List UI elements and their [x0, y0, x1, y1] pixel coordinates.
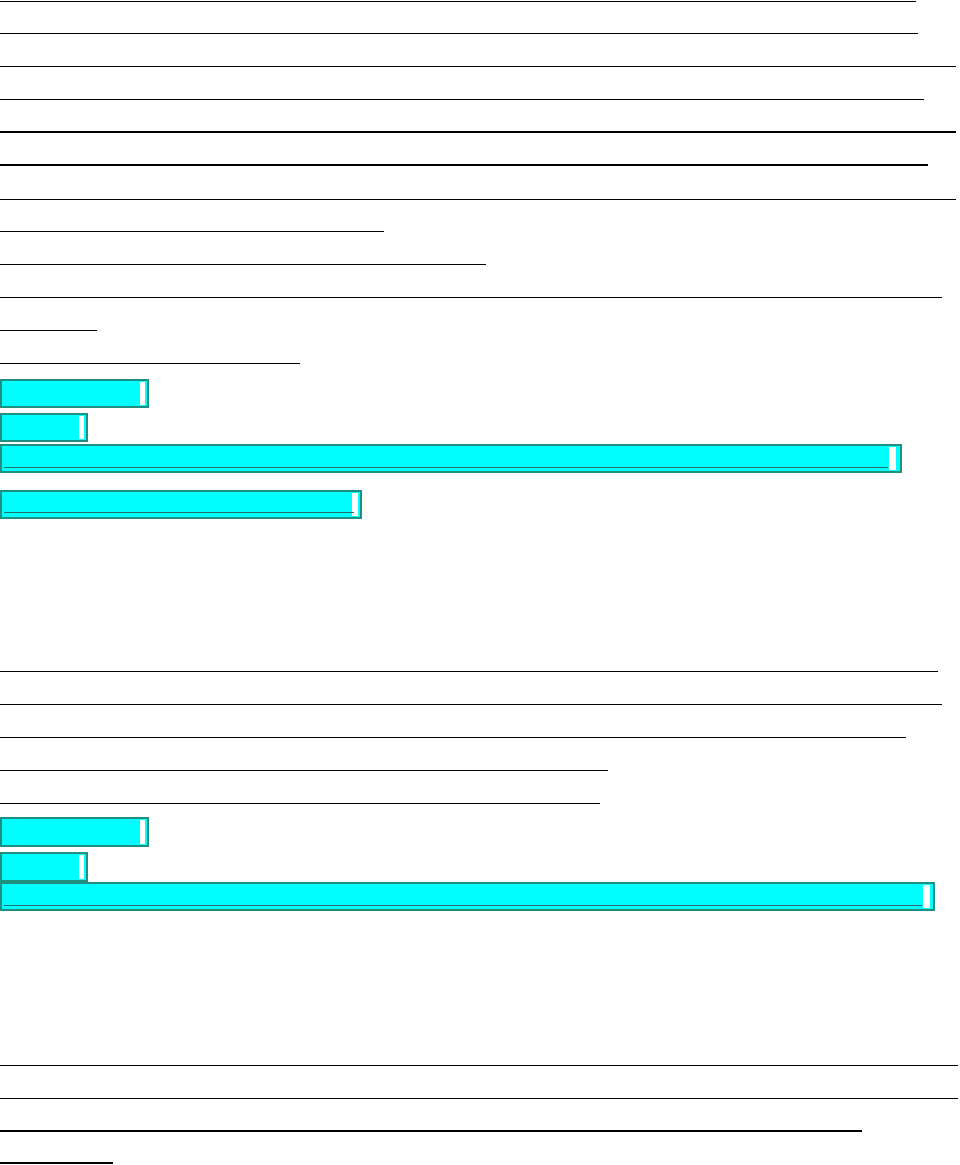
section-three [0, 1065, 958, 1164]
box-edge [79, 855, 84, 879]
section-one [0, 1, 956, 519]
highlight-box[interactable] [0, 817, 149, 847]
highlight-box[interactable] [0, 852, 88, 882]
box-edge [79, 416, 84, 439]
box-edge [140, 382, 145, 405]
box-edge [140, 820, 145, 844]
box-edge [352, 493, 358, 516]
highlight-box[interactable] [0, 490, 362, 519]
section-two [0, 671, 942, 911]
highlight-box[interactable] [0, 413, 88, 442]
box-edge [923, 885, 930, 908]
highlight-box[interactable] [0, 379, 149, 408]
box-edge [889, 447, 896, 470]
